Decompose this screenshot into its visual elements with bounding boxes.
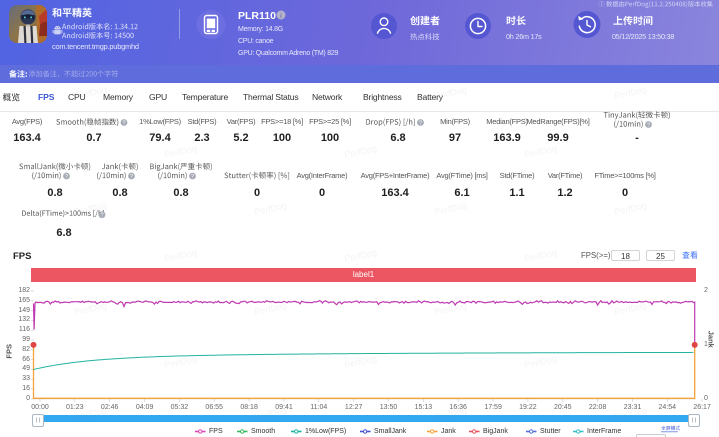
svg-text:PerfDog: PerfDog (73, 300, 107, 317)
svg-text:?: ? (100, 213, 103, 219)
svg-text:PerfDog: PerfDog (613, 300, 647, 317)
svg-text:PerfDog: PerfDog (523, 143, 557, 160)
svg-text:?: ? (65, 174, 68, 180)
svg-text:PerfDog: PerfDog (253, 300, 287, 317)
svg-text:PerfDog: PerfDog (433, 300, 467, 317)
svg-text:PerfDog: PerfDog (343, 353, 377, 370)
svg-text:PerfDog: PerfDog (343, 143, 377, 160)
svg-text:PerfDog: PerfDog (73, 200, 107, 217)
svg-text:PerfDog: PerfDog (613, 200, 647, 217)
svg-text:PerfDog: PerfDog (163, 247, 197, 264)
svg-text:PerfDog: PerfDog (523, 247, 557, 264)
svg-text:PerfDog: PerfDog (433, 200, 467, 217)
svg-text:PerfDog: PerfDog (523, 353, 557, 370)
svg-text:?: ? (647, 123, 650, 129)
svg-text:?: ? (191, 174, 194, 180)
svg-text:PerfDog: PerfDog (163, 143, 197, 160)
svg-text:PerfDog: PerfDog (343, 247, 377, 264)
svg-text:PerfDog: PerfDog (253, 200, 287, 217)
svg-text:PerfDog: PerfDog (163, 353, 197, 370)
svg-text:?: ? (130, 174, 133, 180)
